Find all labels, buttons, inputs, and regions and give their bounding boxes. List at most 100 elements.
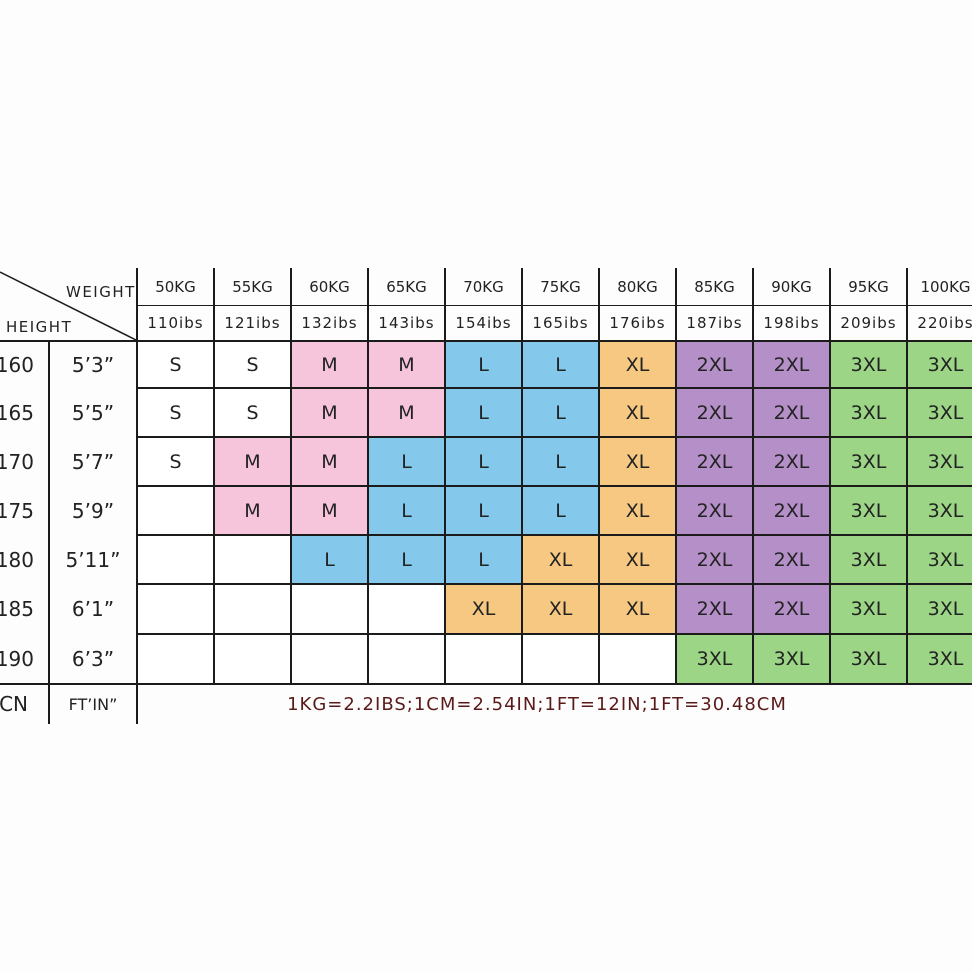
weight-kg-header: 100KG bbox=[920, 277, 971, 296]
size-cell: 2XL bbox=[753, 341, 830, 388]
size-cell: L bbox=[445, 341, 522, 388]
size-cell: XL bbox=[522, 584, 599, 634]
height-ft-label: 5’7” bbox=[71, 449, 115, 474]
size-cell: 3XL bbox=[907, 584, 972, 634]
weight-kg-header: 70KG bbox=[463, 277, 504, 296]
grid-line-horizontal bbox=[137, 583, 972, 585]
size-cell: S bbox=[137, 388, 214, 437]
size-cell: 3XL bbox=[830, 486, 907, 535]
weight-kg-header: 50KG bbox=[155, 277, 196, 296]
size-cell bbox=[214, 584, 291, 634]
size-cell: L bbox=[445, 437, 522, 486]
size-cell bbox=[137, 535, 214, 584]
size-cell: L bbox=[445, 388, 522, 437]
weight-lbs-header: 176ibs bbox=[609, 314, 666, 332]
grid-line-vertical bbox=[136, 268, 138, 724]
size-cell: XL bbox=[445, 584, 522, 634]
grid-line-horizontal bbox=[137, 534, 972, 536]
size-cell: 3XL bbox=[830, 388, 907, 437]
height-cm-label: 170 bbox=[0, 449, 34, 474]
size-cell: XL bbox=[599, 437, 676, 486]
height-cm-label: 180 bbox=[0, 547, 34, 572]
size-cell: 3XL bbox=[907, 341, 972, 388]
grid-line-vertical bbox=[213, 268, 215, 684]
weight-kg-header: 75KG bbox=[540, 277, 581, 296]
height-ft-label: 5’3” bbox=[71, 352, 115, 377]
weight-lbs-header: 198ibs bbox=[763, 314, 820, 332]
grid-line-vertical bbox=[752, 268, 754, 684]
size-cell: 3XL bbox=[753, 634, 830, 684]
size-cell bbox=[214, 535, 291, 584]
weight-kg-header: 65KG bbox=[386, 277, 427, 296]
size-cell: M bbox=[291, 486, 368, 535]
size-cell: 3XL bbox=[830, 437, 907, 486]
corner-diagonal-line bbox=[0, 271, 137, 341]
size-cell: 3XL bbox=[830, 634, 907, 684]
size-chart-table: S S M M L L XL 2XL 2XL 3XL 3XL 160 5’3” S S M M L L XL 2XL 2X… bbox=[0, 268, 972, 724]
size-cell: 2XL bbox=[753, 486, 830, 535]
size-cell bbox=[599, 634, 676, 684]
size-cell: S bbox=[137, 341, 214, 388]
size-cell bbox=[137, 584, 214, 634]
size-cell: 2XL bbox=[753, 535, 830, 584]
size-cell: 3XL bbox=[830, 584, 907, 634]
corner-diagonal bbox=[0, 271, 137, 341]
grid-line-vertical bbox=[906, 268, 908, 684]
size-cell: L bbox=[445, 535, 522, 584]
size-cell: XL bbox=[599, 341, 676, 388]
size-cell: 2XL bbox=[676, 535, 753, 584]
size-cell: 2XL bbox=[676, 341, 753, 388]
weight-kg-header: 55KG bbox=[232, 277, 273, 296]
weight-kg-header: 60KG bbox=[309, 277, 350, 296]
size-cell: S bbox=[214, 388, 291, 437]
grid-line-horizontal bbox=[137, 436, 972, 438]
grid-line-horizontal bbox=[137, 305, 972, 306]
size-cell: XL bbox=[599, 388, 676, 437]
weight-kg-header: 90KG bbox=[771, 277, 812, 296]
size-cell: M bbox=[291, 437, 368, 486]
size-cell: M bbox=[291, 341, 368, 388]
size-cell: L bbox=[368, 486, 445, 535]
size-cell: 3XL bbox=[907, 486, 972, 535]
weight-kg-header: 95KG bbox=[848, 277, 889, 296]
height-cm-label: 160 bbox=[0, 352, 34, 377]
size-cell: XL bbox=[599, 584, 676, 634]
grid-line-vertical bbox=[290, 268, 292, 684]
height-ft-label: 6’3” bbox=[71, 647, 115, 671]
size-cell: 2XL bbox=[753, 437, 830, 486]
size-cell bbox=[368, 584, 445, 634]
weight-lbs-header: 187ibs bbox=[686, 314, 743, 332]
grid-line-vertical bbox=[598, 268, 600, 684]
size-cell: L bbox=[368, 437, 445, 486]
height-ft-label: 5’9” bbox=[71, 498, 115, 523]
size-cell: XL bbox=[599, 486, 676, 535]
weight-kg-header: 80KG bbox=[617, 277, 658, 296]
grid-line-vertical bbox=[521, 268, 523, 684]
size-cell: L bbox=[368, 535, 445, 584]
weight-lbs-header: 143ibs bbox=[378, 314, 435, 332]
height-ft-label: 5’11” bbox=[65, 547, 121, 572]
conversion-note: 1KG=2.2IBS;1CM=2.54IN;1FT=12IN;1FT=30.48… bbox=[287, 693, 787, 715]
grid-line-horizontal bbox=[0, 340, 972, 342]
grid-line-vertical bbox=[675, 268, 677, 684]
footer-cm-label: CN bbox=[0, 692, 28, 716]
grid-line-horizontal bbox=[137, 485, 972, 487]
grid-line-horizontal bbox=[137, 387, 972, 389]
size-cell: L bbox=[291, 535, 368, 584]
weight-lbs-header: 165ibs bbox=[532, 314, 589, 332]
grid-line-horizontal bbox=[0, 683, 972, 685]
size-cell: L bbox=[522, 341, 599, 388]
size-cell bbox=[291, 584, 368, 634]
weight-lbs-header: 154ibs bbox=[455, 314, 512, 332]
size-cell: 3XL bbox=[907, 388, 972, 437]
size-cell: XL bbox=[599, 535, 676, 584]
size-cell: 3XL bbox=[907, 535, 972, 584]
size-cell: 2XL bbox=[676, 486, 753, 535]
size-cell: 2XL bbox=[676, 437, 753, 486]
size-cell: S bbox=[137, 437, 214, 486]
size-cell: L bbox=[522, 388, 599, 437]
size-cell: M bbox=[368, 341, 445, 388]
weight-corner-label: WEIGHT bbox=[66, 283, 136, 301]
size-cell: 3XL bbox=[676, 634, 753, 684]
weight-lbs-header: 110ibs bbox=[147, 314, 204, 332]
